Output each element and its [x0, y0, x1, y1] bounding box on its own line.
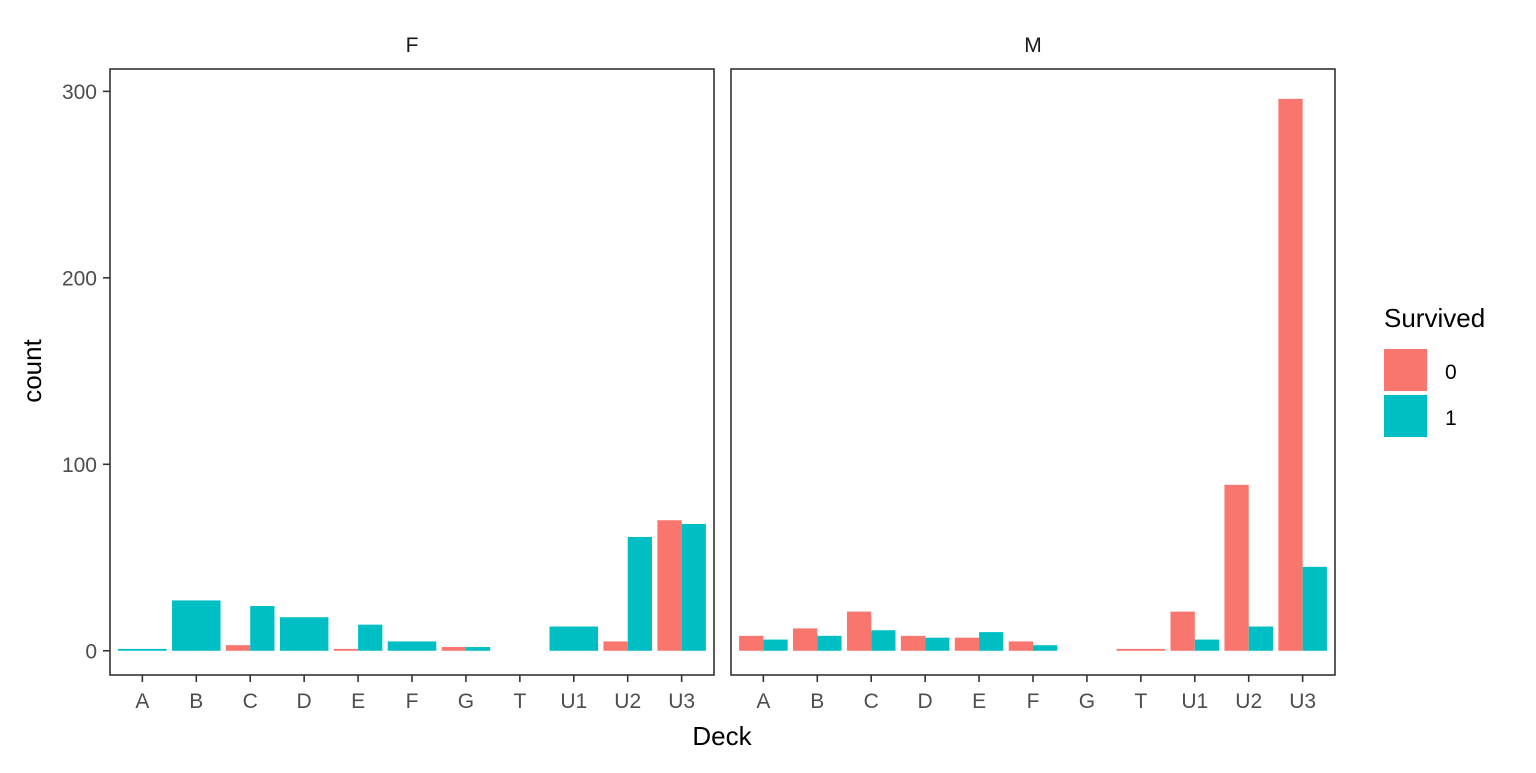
bar-f-u1-survived-1	[549, 626, 599, 651]
x-tick-label-f-u1: U1	[560, 690, 587, 713]
bar-f-b-survived-1	[172, 600, 221, 651]
strip-label-m: M	[1024, 34, 1042, 57]
y-tick-label-0: 0	[85, 640, 97, 663]
legend-key-0	[1384, 349, 1427, 391]
x-tick-label-f-f: F	[406, 690, 419, 713]
y-tick-label-300: 300	[62, 81, 97, 104]
x-ticks-panel-m: A B C D E F G T U1 U2 U3	[756, 675, 1316, 713]
strip-label-f: F	[406, 34, 419, 57]
legend-title: Survived	[1384, 303, 1485, 333]
bars-panel-f	[118, 520, 706, 651]
x-tick-label-m-g: G	[1079, 690, 1095, 713]
x-tick-label-f-u3: U3	[668, 690, 695, 713]
x-tick-label-f-g: G	[458, 690, 474, 713]
x-tick-label-f-b: B	[189, 690, 203, 713]
bar-m-u2-survived-1	[1248, 626, 1273, 651]
bar-m-c-survived-0	[846, 611, 872, 651]
bar-m-b-survived-1	[817, 635, 842, 651]
bar-m-u1-survived-0	[1170, 611, 1195, 651]
x-tick-label-m-u2: U2	[1235, 690, 1262, 713]
bars-panel-m	[739, 98, 1327, 651]
bar-f-g-survived-0	[441, 647, 466, 651]
y-axis-title: count	[17, 338, 47, 402]
x-tick-label-f-t: T	[513, 690, 526, 713]
bar-m-d-survived-1	[925, 637, 950, 651]
x-tick-label-f-c: C	[243, 690, 258, 713]
x-tick-label-m-b: B	[810, 690, 824, 713]
bar-f-u3-survived-1	[681, 523, 706, 651]
bar-m-u3-survived-1	[1302, 566, 1327, 651]
panel-border-f	[109, 68, 715, 676]
x-axis-title: Deck	[692, 721, 752, 751]
bar-f-e-survived-1	[358, 624, 383, 651]
bar-f-u2-survived-0	[603, 641, 628, 651]
bar-m-u2-survived-0	[1224, 484, 1249, 651]
bar-m-u1-survived-1	[1194, 639, 1220, 651]
bar-f-d-survived-1	[279, 617, 329, 651]
bar-m-a-survived-0	[739, 635, 764, 651]
bar-m-b-survived-0	[793, 628, 818, 651]
x-tick-label-m-a: A	[756, 690, 770, 713]
legend-key-1	[1384, 395, 1427, 437]
bar-m-d-survived-0	[900, 635, 926, 651]
bar-f-u3-survived-0	[657, 520, 682, 651]
x-tick-label-m-c: C	[864, 690, 879, 713]
legend: Survived 0 1	[1384, 303, 1485, 437]
bar-f-c-survived-0	[225, 645, 251, 651]
bar-f-a-survived-1	[118, 648, 167, 651]
x-tick-label-m-u3: U3	[1289, 690, 1316, 713]
x-tick-label-m-u1: U1	[1181, 690, 1208, 713]
bar-m-f-survived-0	[1008, 641, 1033, 651]
x-tick-label-f-d: D	[297, 690, 312, 713]
x-ticks-panel-f: A B C D E F G T U1 U2 U3	[135, 675, 695, 713]
x-tick-label-f-e: E	[351, 690, 365, 713]
x-tick-label-m-t: T	[1134, 690, 1147, 713]
bar-f-f-survived-1	[387, 641, 437, 651]
x-tick-label-f-a: A	[135, 690, 149, 713]
bar-m-a-survived-1	[763, 639, 788, 651]
bar-f-e-survived-0	[333, 648, 359, 651]
x-tick-label-m-d: D	[918, 690, 933, 713]
bar-m-u3-survived-0	[1278, 98, 1303, 651]
bar-f-u2-survived-1	[627, 537, 652, 651]
y-tick-label-200: 200	[62, 267, 97, 290]
bar-m-f-survived-1	[1033, 645, 1058, 651]
panel-f: F A B C D E F G T U1 U2 U3	[109, 34, 715, 713]
bar-m-c-survived-1	[871, 630, 896, 651]
panel-m: M A B C D E F G T U1 U2 U3	[730, 34, 1336, 713]
bar-m-t-survived-0	[1116, 648, 1166, 651]
bar-f-c-survived-1	[250, 606, 275, 651]
legend-label-0: 0	[1445, 361, 1457, 384]
bar-f-g-survived-1	[465, 647, 491, 651]
legend-label-1: 1	[1445, 407, 1457, 430]
x-tick-label-m-e: E	[972, 690, 986, 713]
x-tick-label-f-u2: U2	[614, 690, 641, 713]
x-tick-label-m-f: F	[1027, 690, 1040, 713]
y-tick-label-100: 100	[62, 454, 97, 477]
y-axis: 0 100 200 300	[62, 81, 110, 663]
bar-m-e-survived-0	[954, 637, 980, 651]
bar-m-e-survived-1	[979, 632, 1004, 651]
